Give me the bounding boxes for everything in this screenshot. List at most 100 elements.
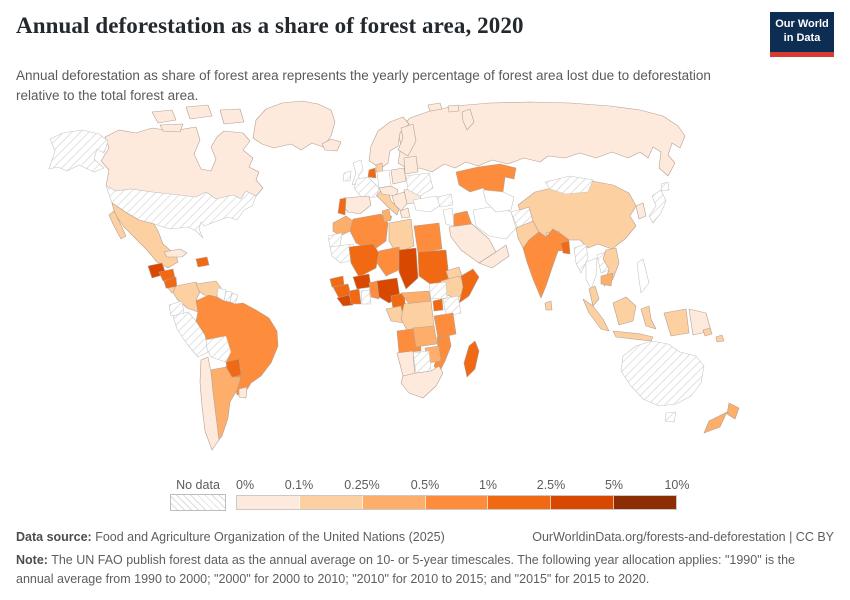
region-hokkaido[interactable] [660,181,670,192]
region-cuba[interactable] [163,248,188,258]
region-central-asia[interactable] [482,189,515,213]
region-uruguay[interactable] [238,386,248,399]
region-bangladesh[interactable] [560,240,571,255]
region-philippines[interactable] [636,258,650,294]
legend-segment-2[interactable] [299,496,363,509]
region-peru[interactable] [172,311,209,358]
region-dominican-republic[interactable] [195,256,210,268]
region-chad[interactable] [398,247,419,290]
region-ireland[interactable] [342,170,352,182]
region-greenland[interactable] [252,100,336,151]
region-brazil[interactable] [195,294,279,396]
region-sulawesi[interactable] [640,305,657,330]
region-chile[interactable] [199,356,220,451]
region-malay-peninsula[interactable] [588,285,600,307]
region-zambia[interactable] [412,325,438,348]
region-ghana[interactable] [360,289,372,305]
legend-segment-6[interactable] [551,496,615,509]
region-java[interactable] [612,330,654,342]
region-tanzania[interactable] [433,312,457,339]
region-caucasus[interactable] [436,193,454,208]
region-arctic-island-2[interactable] [185,104,213,120]
region-sierra-leone-liberia[interactable] [336,294,354,307]
region-finland[interactable] [397,123,417,157]
region-kazakhstan[interactable] [455,163,517,198]
region-kenya[interactable] [442,295,462,317]
region-arctic-island-4[interactable] [159,123,184,133]
region-france[interactable] [353,176,380,199]
legend-segment-3[interactable] [362,496,426,509]
region-gabon-congo[interactable] [385,305,405,324]
region-borneo[interactable] [612,296,637,326]
region-new-zealand-south[interactable] [703,411,728,434]
region-japan[interactable] [648,189,667,224]
region-levant[interactable] [442,207,455,227]
region-bolivia[interactable] [205,335,232,363]
region-denmark[interactable] [375,162,384,173]
region-italy[interactable] [376,190,400,216]
region-somalia[interactable] [458,268,480,304]
region-niger[interactable] [376,246,404,277]
region-australia[interactable] [620,340,705,407]
region-iceland[interactable] [321,138,342,152]
region-libya[interactable] [388,218,415,254]
region-russia[interactable] [397,101,686,177]
region-yemen-oman[interactable] [478,244,510,269]
region-mali[interactable] [348,243,380,278]
region-myanmar[interactable] [573,243,589,274]
region-arctic-island-3[interactable] [219,108,245,125]
legend-segment-4[interactable] [425,496,489,509]
region-mongolia[interactable] [544,175,594,195]
region-tasmania[interactable] [664,411,677,423]
region-svalbard-1[interactable] [427,102,443,112]
legend-no-data-swatch[interactable] [170,494,226,511]
region-germany[interactable] [376,169,392,189]
region-central-europe[interactable] [378,185,399,197]
region-novaya-zemlya[interactable] [461,108,475,131]
legend-segment-5[interactable] [488,496,552,509]
region-south-sudan[interactable] [428,281,448,300]
region-spain[interactable] [341,195,372,215]
region-south-africa[interactable] [400,365,444,399]
region-west-papua[interactable] [663,308,690,337]
region-ivory-coast[interactable] [348,288,362,305]
region-uganda[interactable] [432,298,444,312]
owid-cc-link[interactable]: OurWorldinData.org/forests-and-deforesta… [532,530,834,544]
region-baltics-belarus[interactable] [403,155,419,175]
region-burkina-faso[interactable] [352,273,372,290]
region-western-sahara[interactable] [327,232,343,248]
region-south-korea[interactable] [635,202,647,220]
region-svalbard-2[interactable] [447,104,460,113]
legend-segment-7[interactable] [614,496,677,509]
region-balkans[interactable] [391,191,410,212]
owid-logo[interactable]: Our World in Data [770,12,834,57]
region-china[interactable] [517,180,637,250]
region-poland[interactable] [390,167,407,185]
region-baja-california[interactable] [108,210,127,240]
region-botswana[interactable] [412,350,432,374]
region-sri-lanka[interactable] [544,300,553,311]
region-canada[interactable] [100,126,264,200]
region-sumatra[interactable] [582,298,610,332]
region-solomon-islands[interactable] [702,327,725,343]
region-morocco[interactable] [332,215,354,237]
region-egypt[interactable] [413,222,443,254]
region-india[interactable] [522,228,570,299]
region-cambodia[interactable] [600,272,614,287]
region-thailand[interactable] [585,257,598,290]
region-netherlands-belgium[interactable] [367,167,377,179]
region-greece[interactable] [399,207,411,219]
region-portugal[interactable] [337,197,347,216]
region-tunisia[interactable] [381,208,392,223]
region-arctic-island-1[interactable] [151,109,177,124]
region-togo-benin[interactable] [368,280,380,300]
region-alaska[interactable] [48,129,109,173]
region-madagascar[interactable] [463,340,480,378]
region-new-zealand-north[interactable] [726,402,740,420]
region-turkey[interactable] [412,195,442,213]
region-algeria[interactable] [349,213,389,252]
region-ukraine[interactable] [405,172,434,197]
world-map-container [0,92,850,478]
legend-segment-1[interactable] [237,496,300,509]
